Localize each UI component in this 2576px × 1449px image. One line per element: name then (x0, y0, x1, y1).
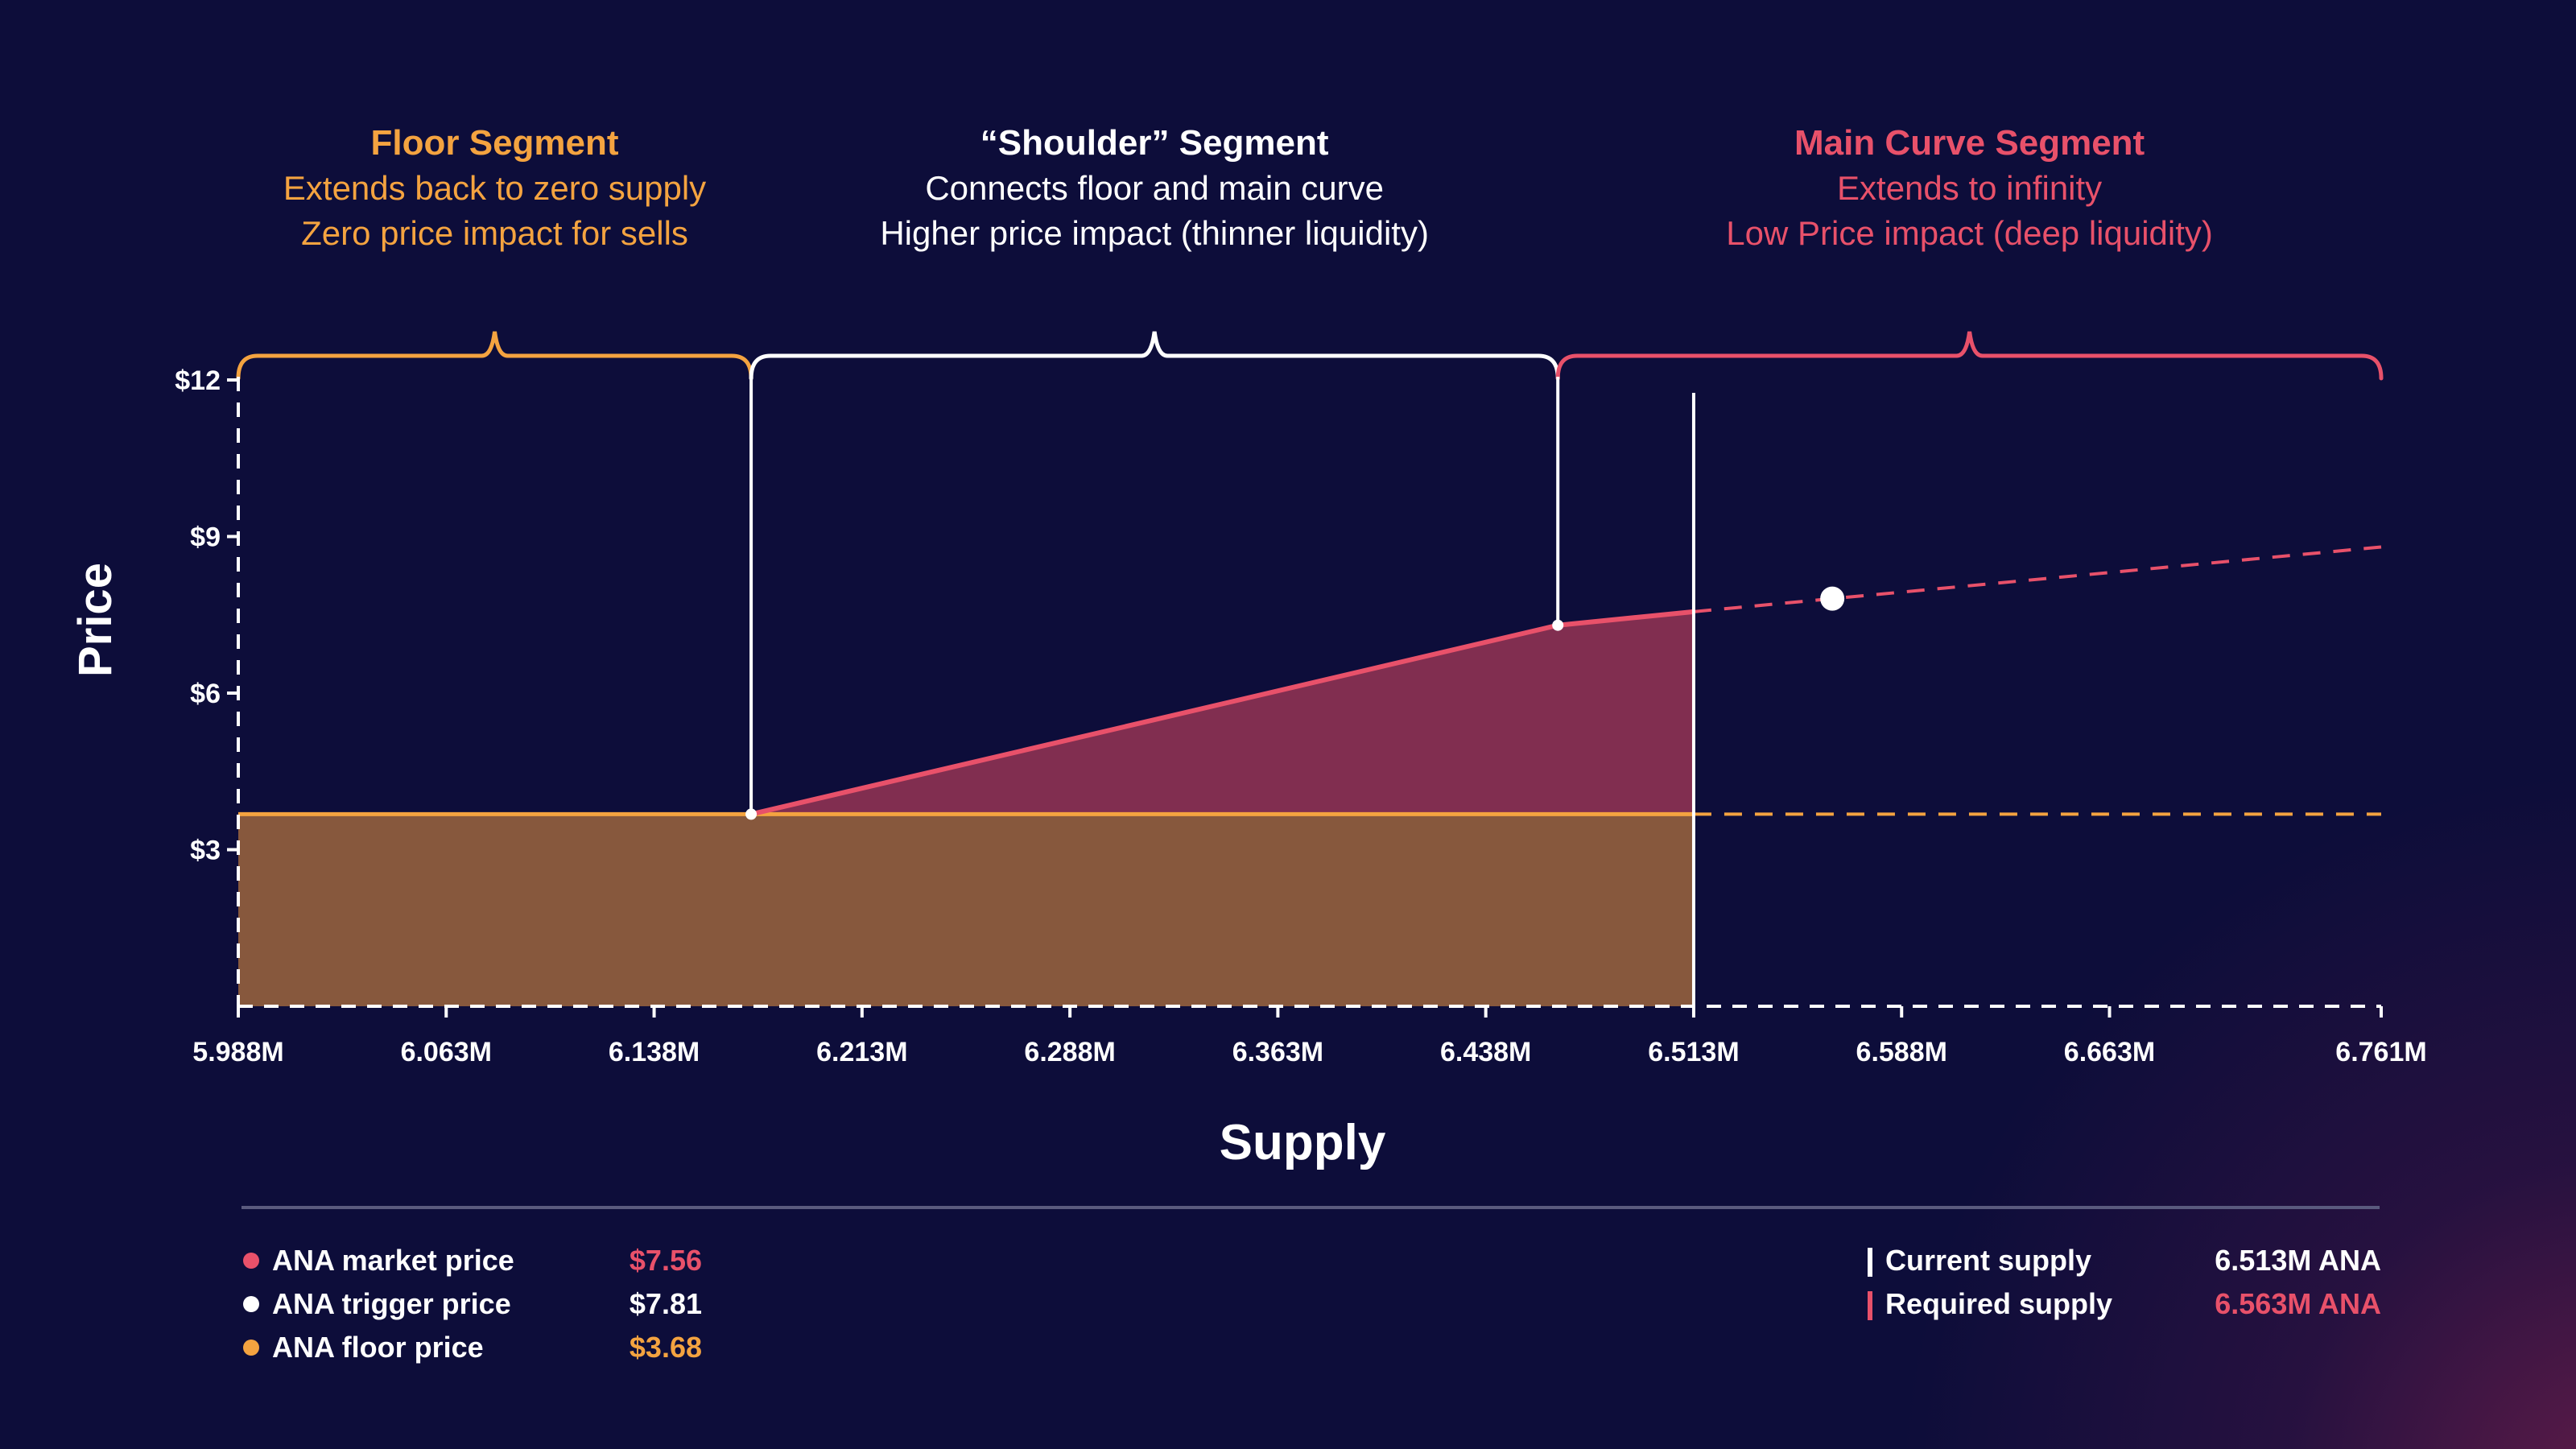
y-tick-label: $6 (190, 679, 221, 709)
legend-dot (243, 1253, 259, 1269)
legend-value: $3.68 (630, 1331, 702, 1364)
legend-value: 6.563M ANA (2215, 1287, 2381, 1320)
trigger-price-dot (1820, 586, 1845, 611)
legend: ANA market price $7.56 ANA trigger price $7… (243, 1244, 2381, 1364)
legend-label: Required supply (1885, 1287, 2112, 1320)
main-curve-segment-description: Low Price impact (deep liquidity) (1726, 214, 2213, 252)
segment-braces (236, 331, 2384, 381)
x-tick-label: 6.063M (401, 1037, 492, 1067)
x-tick-label: 6.761M (2335, 1037, 2426, 1067)
main-curve-segment-brace (1555, 331, 2384, 381)
shoulder-segment-description: Connects floor and main curve (925, 169, 1384, 207)
x-tick-label: 6.138M (609, 1037, 700, 1067)
legend-value: 6.513M ANA (2215, 1244, 2381, 1277)
x-tick-label: 6.288M (1024, 1037, 1115, 1067)
y-tick-label: $9 (190, 522, 221, 553)
x-tick-label: 6.513M (1648, 1037, 1739, 1067)
x-tick-label: 6.588M (1856, 1037, 1947, 1067)
x-tick-label: 6.363M (1232, 1037, 1323, 1067)
legend-bar (1868, 1248, 1872, 1277)
chart-markers (745, 586, 1845, 820)
legend-value: $7.56 (630, 1244, 702, 1277)
legend-bar (1868, 1291, 1872, 1320)
floor-segment-brace (236, 331, 753, 381)
floor-segment-description: Extends back to zero supply (283, 169, 706, 207)
market-area (751, 611, 1694, 815)
legend-dot (243, 1296, 259, 1312)
floor-segment-description: Zero price impact for sells (301, 214, 688, 252)
x-axis-label: Supply (1220, 1115, 1386, 1170)
legend-value: $7.81 (630, 1287, 702, 1320)
breakpoint-dot (745, 808, 758, 820)
segment-labels: Floor Segment Extends back to zero supply… (283, 123, 2213, 252)
breakpoint-dot (1552, 619, 1564, 631)
floor-segment-title: Floor Segment (371, 123, 619, 163)
y-axis-label: Price (69, 563, 122, 677)
main-curve-segment-description: Extends to infinity (1837, 169, 2102, 207)
x-axis-ticks: 5.988M 6.063M 6.138M 6.213M 6.288M 6.363M 6.43… (192, 1006, 2427, 1067)
x-tick-label: 5.988M (192, 1037, 283, 1067)
shoulder-segment-description: Higher price impact (thinner liquidity) (880, 214, 1429, 252)
legend-label: ANA floor price (272, 1331, 484, 1364)
legend-label: ANA market price (272, 1244, 514, 1277)
main-curve-segment-title: Main Curve Segment (1794, 123, 2145, 163)
market-price-extension (1693, 545, 2382, 613)
y-axis-ticks: $3 $6 $9 $12 (175, 365, 238, 866)
legend-dot (243, 1340, 259, 1356)
x-tick-label: 6.663M (2064, 1037, 2155, 1067)
shoulder-segment-title: “Shoulder” Segment (980, 123, 1329, 163)
legend-label: ANA trigger price (272, 1287, 511, 1320)
legend-label: Current supply (1885, 1244, 2091, 1277)
shoulder-segment-brace (749, 331, 1560, 381)
chart-areas (238, 611, 1694, 1006)
floor-area (238, 814, 1694, 1006)
x-tick-label: 6.438M (1440, 1037, 1531, 1067)
y-tick-label: $12 (175, 365, 221, 396)
x-tick-label: 6.213M (816, 1037, 907, 1067)
y-tick-label: $3 (190, 836, 221, 866)
